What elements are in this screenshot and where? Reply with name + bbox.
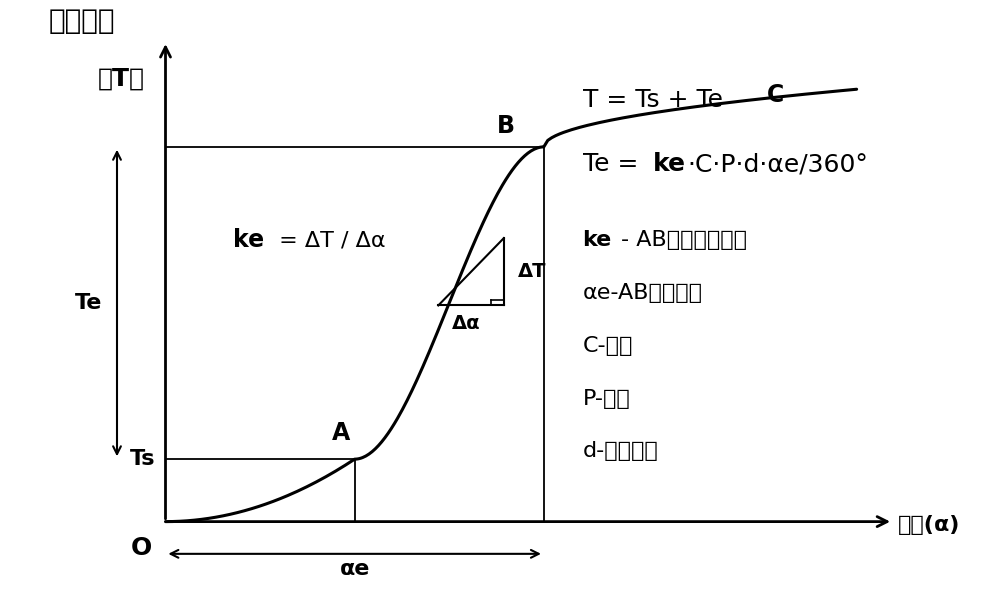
Text: 转角(α): 转角(α): [898, 515, 960, 535]
Text: αe: αe: [339, 559, 370, 579]
Text: C-刚度: C-刚度: [583, 336, 633, 356]
Text: Te: Te: [75, 293, 102, 313]
Text: αe-AB段的转角: αe-AB段的转角: [583, 283, 703, 303]
Text: d-螺纹中径: d-螺纹中径: [583, 442, 658, 461]
Text: C: C: [767, 83, 784, 106]
Text: O: O: [131, 536, 152, 561]
Text: Δα: Δα: [452, 314, 481, 333]
Text: ke: ke: [583, 230, 612, 251]
Text: = ΔT / Δα: = ΔT / Δα: [272, 230, 386, 251]
Text: ke: ke: [652, 152, 685, 176]
Text: 动态扭矩: 动态扭矩: [49, 7, 116, 35]
Text: Ts: Ts: [130, 449, 156, 469]
Text: T = Ts + Te: T = Ts + Te: [583, 88, 723, 112]
Text: Te =: Te =: [583, 152, 646, 176]
Text: ·C·P·d·αe/360°: ·C·P·d·αe/360°: [687, 152, 868, 176]
Text: ke: ke: [233, 228, 265, 252]
Text: P-螺距: P-螺距: [583, 388, 630, 408]
Text: A: A: [332, 420, 350, 445]
Text: - AB段的扭矩系数: - AB段的扭矩系数: [621, 230, 747, 251]
Text: （T）: （T）: [98, 67, 145, 91]
Text: ΔT: ΔT: [518, 262, 547, 281]
Text: B: B: [497, 114, 515, 138]
